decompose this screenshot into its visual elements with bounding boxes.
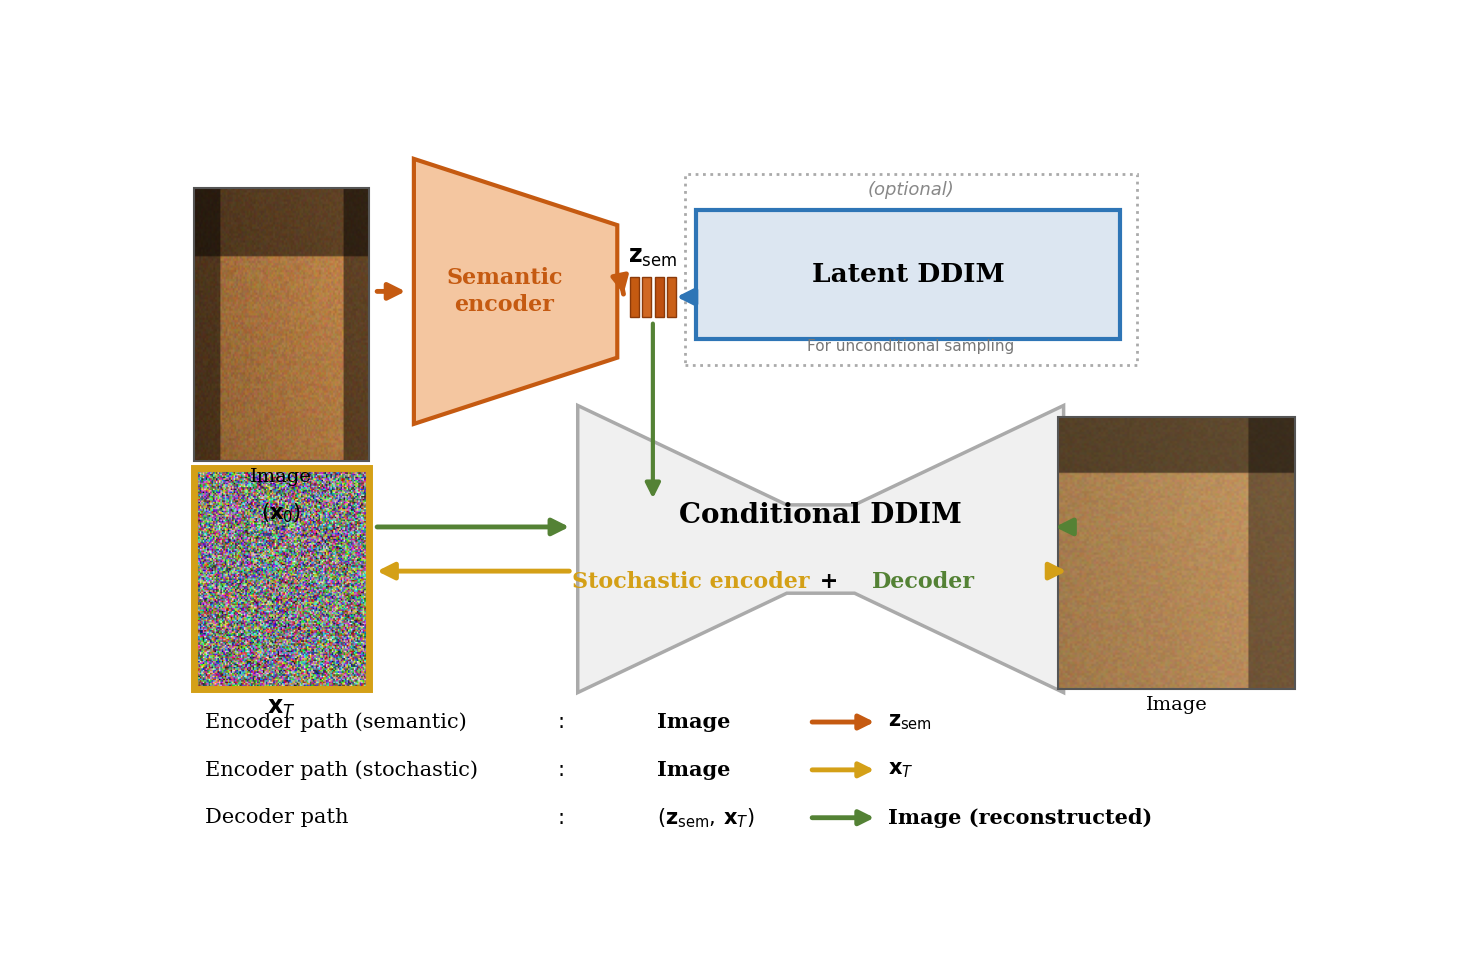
Bar — [655, 276, 663, 317]
Text: For unconditional sampling: For unconditional sampling — [808, 339, 1015, 354]
Text: $\mathbf{x}_T$: $\mathbf{x}_T$ — [267, 696, 296, 720]
Bar — [666, 276, 677, 317]
Text: $\mathbf{x}_{T}$: $\mathbf{x}_{T}$ — [888, 760, 914, 780]
Bar — [697, 210, 1120, 339]
Text: Image (reconstructed): Image (reconstructed) — [888, 808, 1153, 828]
Bar — [194, 188, 369, 461]
Text: Image: Image — [1146, 696, 1207, 714]
Polygon shape — [414, 159, 617, 424]
Text: Latent DDIM: Latent DDIM — [812, 262, 1005, 288]
Text: $(\mathbf{z}_{\mathrm{sem}},\,\mathbf{x}_{T})$: $(\mathbf{z}_{\mathrm{sem}},\,\mathbf{x}… — [656, 806, 754, 830]
Text: Decoder path: Decoder path — [204, 808, 348, 827]
Text: Stochastic encoder: Stochastic encoder — [572, 571, 809, 593]
Text: Encoder path (semantic): Encoder path (semantic) — [204, 712, 467, 732]
Text: $\mathbf{z}_{\mathrm{sem}}$: $\mathbf{z}_{\mathrm{sem}}$ — [888, 712, 933, 732]
Text: Conditional DDIM: Conditional DDIM — [679, 503, 962, 530]
Polygon shape — [577, 405, 1063, 692]
Text: (optional): (optional) — [868, 181, 955, 199]
Text: Image: Image — [251, 468, 312, 486]
Text: :: : — [557, 808, 564, 828]
Text: Semantic
encoder: Semantic encoder — [446, 267, 563, 315]
Text: $(\mathbf{x}_0)$: $(\mathbf{x}_0)$ — [261, 501, 302, 525]
Text: $\mathbf{z}_{\mathrm{sem}}$: $\mathbf{z}_{\mathrm{sem}}$ — [628, 246, 678, 270]
Text: Image: Image — [656, 760, 730, 780]
Text: :: : — [557, 712, 564, 732]
Bar — [685, 174, 1137, 365]
Bar — [1059, 417, 1295, 689]
Text: Encoder path (stochastic): Encoder path (stochastic) — [204, 760, 478, 780]
Text: :: : — [557, 760, 564, 780]
Bar — [630, 276, 639, 317]
Bar — [642, 276, 652, 317]
Text: +: + — [812, 571, 846, 593]
Bar — [194, 468, 369, 689]
Text: Image: Image — [656, 712, 730, 732]
Text: Decoder: Decoder — [872, 571, 974, 593]
